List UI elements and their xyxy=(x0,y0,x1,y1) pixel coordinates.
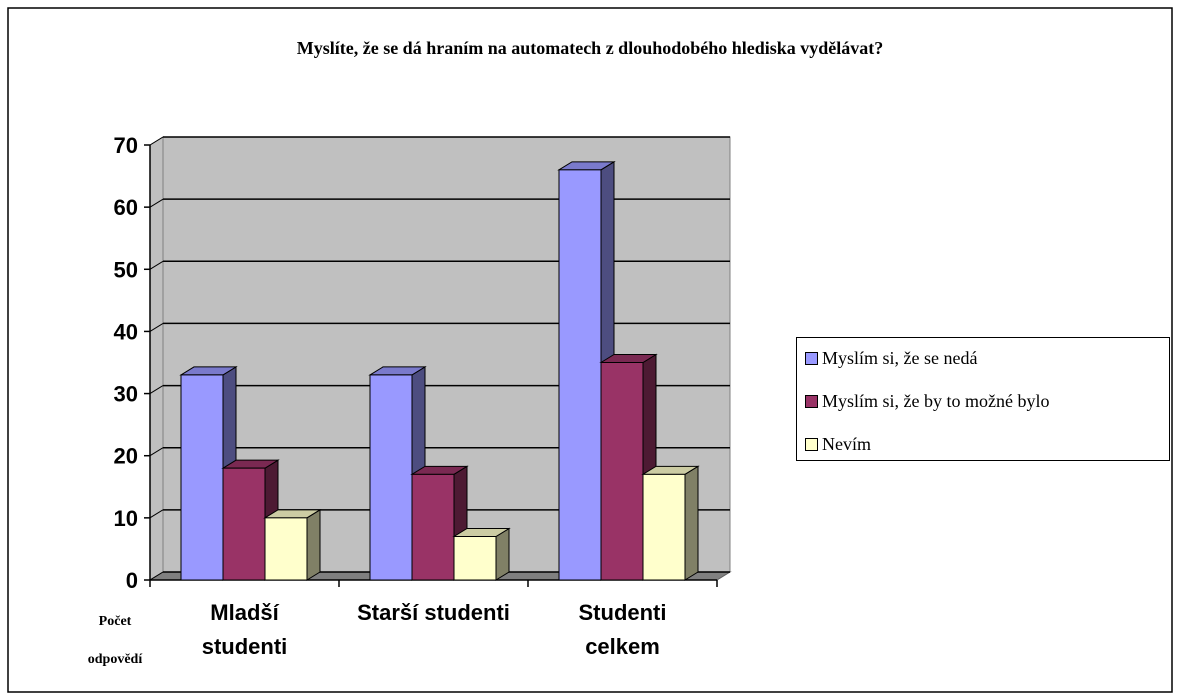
x-tick-label: Studenti celkem xyxy=(578,600,667,659)
grid-line-side xyxy=(149,323,164,332)
legend-item: Myslím si, že by to možné bylo xyxy=(805,390,1049,412)
y-tick-label: 50 xyxy=(114,257,138,282)
legend-swatch xyxy=(805,351,818,365)
grid-line-side xyxy=(149,198,164,208)
bar xyxy=(600,362,644,581)
bar-side xyxy=(306,508,321,581)
bar xyxy=(180,374,224,581)
y-tick-label: 30 xyxy=(114,382,138,407)
bar xyxy=(642,473,686,581)
legend-swatch xyxy=(805,394,818,408)
y-tick-label: 0 xyxy=(126,568,138,593)
bar xyxy=(264,517,308,581)
x-tick-label: Starší studenti xyxy=(357,600,510,625)
grid-line-side xyxy=(149,571,164,581)
grid-line-side xyxy=(149,447,164,457)
legend-label: Nevím xyxy=(822,433,871,454)
y-axis-label: Počet odpovědí xyxy=(87,614,143,667)
legend-item: Nevím xyxy=(805,433,871,455)
y-tick-label: 20 xyxy=(114,444,138,469)
chart-border xyxy=(7,7,1173,693)
grid-line-side xyxy=(149,260,164,270)
grid-line-side xyxy=(149,385,164,394)
bar xyxy=(558,169,602,581)
bar xyxy=(222,467,266,581)
grid-line-side xyxy=(149,509,164,519)
legend-swatch xyxy=(805,437,818,451)
grid-line-side xyxy=(149,136,164,146)
bar-side xyxy=(684,465,699,581)
y-tick-label: 10 xyxy=(114,506,138,531)
legend: Myslím si, že se nedá Myslím si, že by to… xyxy=(796,337,1170,461)
chart-title: Myslíte, že se dá hraním na automatech z… xyxy=(296,38,884,58)
y-tick-label: 40 xyxy=(114,319,138,344)
bar-side xyxy=(495,527,510,581)
y-tick-label: 60 xyxy=(114,195,138,220)
bar xyxy=(411,473,455,581)
legend-label: Myslím si, že se nedá xyxy=(822,347,978,368)
bar xyxy=(453,536,497,581)
x-tick-label: Mladší studenti xyxy=(201,600,288,659)
legend-item: Myslím si, že se nedá xyxy=(805,347,977,369)
bar xyxy=(369,374,413,581)
legend-label: Myslím si, že by to možné bylo xyxy=(822,390,1050,411)
y-tick-label: 70 xyxy=(114,133,138,158)
